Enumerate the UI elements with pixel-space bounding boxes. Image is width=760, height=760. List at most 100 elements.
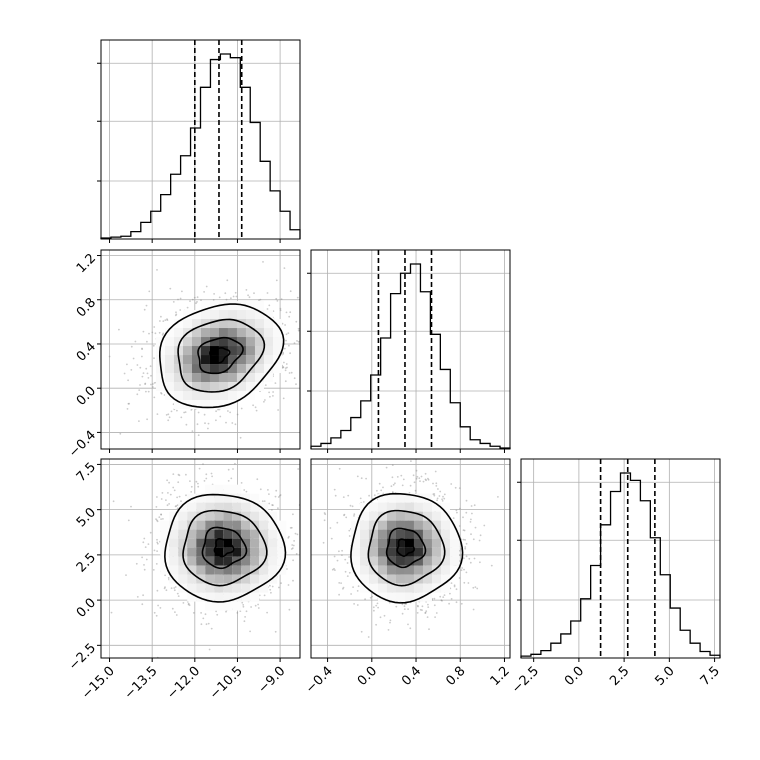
scatter-point — [392, 483, 395, 486]
density-cell — [241, 583, 251, 593]
scatter-point — [155, 518, 157, 520]
scatter-point — [181, 290, 183, 293]
density-cell — [223, 583, 233, 593]
scatter-point — [196, 296, 199, 299]
density-cell — [182, 373, 192, 383]
histogram-step-0 — [100, 53, 301, 239]
density-cell — [404, 583, 414, 593]
scatter-point — [307, 529, 309, 531]
density-cell — [209, 373, 219, 383]
scatter-point — [342, 496, 345, 498]
scatter-point — [468, 557, 471, 560]
density-cell — [232, 547, 242, 557]
scatter-point — [159, 607, 162, 609]
density-cell — [377, 574, 387, 584]
density-cell — [223, 547, 233, 557]
scatter-point — [118, 328, 120, 331]
scatter-point — [185, 423, 188, 426]
scatter-point — [189, 480, 191, 482]
scatter-point — [441, 500, 444, 502]
density-cell — [386, 583, 396, 593]
scatter-point — [243, 620, 246, 623]
scatter-point — [156, 550, 159, 552]
scatter-point — [394, 482, 396, 485]
scatter-point — [173, 587, 176, 589]
scatter-point — [164, 319, 167, 321]
scatter-point — [136, 596, 139, 598]
scatter-point — [458, 525, 461, 527]
x-tick-label-0-1: −13.5 — [122, 664, 161, 703]
scatter-point — [180, 500, 182, 503]
scatter-point — [285, 333, 288, 336]
density-cell — [218, 364, 228, 374]
density-cell — [395, 493, 405, 503]
scatter-point — [249, 630, 252, 633]
histogram-panel-1 — [307, 249, 511, 453]
scatter-point — [304, 306, 306, 308]
density-cell — [395, 511, 405, 521]
density-cell — [191, 373, 201, 383]
scatter-point — [150, 383, 152, 386]
scatter-point — [483, 524, 486, 527]
scatter-point — [453, 584, 456, 587]
density-cell — [214, 529, 224, 539]
scatter-point — [412, 474, 415, 477]
scatter-point — [435, 482, 438, 485]
scatter-point — [432, 493, 435, 495]
scatter-point — [244, 616, 247, 618]
scatter-point — [375, 623, 377, 626]
scatter-point — [167, 413, 170, 416]
density-cell — [169, 556, 179, 566]
density-cell — [245, 355, 255, 365]
scatter-point — [476, 587, 479, 590]
scatter-point — [422, 480, 425, 483]
density-cell — [413, 502, 423, 512]
scatter-point — [351, 505, 354, 508]
density-cell — [236, 337, 246, 347]
scatter-point — [160, 315, 162, 318]
scatter-point — [478, 539, 481, 542]
scatter-point — [282, 366, 285, 369]
density-cell — [368, 574, 378, 584]
density-cell — [413, 556, 423, 566]
x-tick-label-2-0: −2.5 — [509, 664, 542, 697]
scatter-point — [391, 464, 394, 466]
scatter-point — [376, 602, 379, 605]
scatter-point — [389, 621, 391, 624]
density-cell — [254, 382, 264, 392]
density-cell — [191, 400, 201, 410]
scatter-point — [144, 546, 147, 548]
density-cell — [368, 502, 378, 512]
scatter-point — [247, 294, 250, 297]
scatter-point — [230, 477, 233, 480]
scatter-point — [169, 287, 172, 290]
scatter-point — [160, 392, 162, 394]
density-cell — [277, 529, 287, 539]
scatter-point — [288, 608, 291, 611]
density-cell — [200, 328, 210, 338]
scatter-point — [293, 540, 295, 542]
scatter-point — [185, 473, 187, 476]
scatter-point — [272, 391, 274, 393]
scatter-point — [470, 533, 472, 536]
scatter-point — [144, 382, 147, 385]
scatter-point — [241, 601, 244, 604]
scatter-point — [375, 604, 378, 607]
scatter-point — [529, 520, 531, 522]
density-cell — [232, 574, 242, 584]
density-cell — [209, 301, 219, 311]
density-cell — [259, 529, 269, 539]
density-cell — [169, 565, 179, 575]
scatter-point — [248, 296, 251, 299]
density-cell — [232, 601, 242, 611]
scatter-point — [283, 267, 286, 269]
density-cell — [205, 556, 215, 566]
scatter-point — [465, 511, 468, 514]
scatter-point — [162, 518, 164, 520]
density-cell — [377, 538, 387, 548]
density-cell — [395, 538, 405, 548]
scatter-point — [297, 468, 300, 470]
density-cell — [236, 319, 246, 329]
scatter-point — [258, 299, 260, 302]
scatter-point — [127, 519, 130, 522]
